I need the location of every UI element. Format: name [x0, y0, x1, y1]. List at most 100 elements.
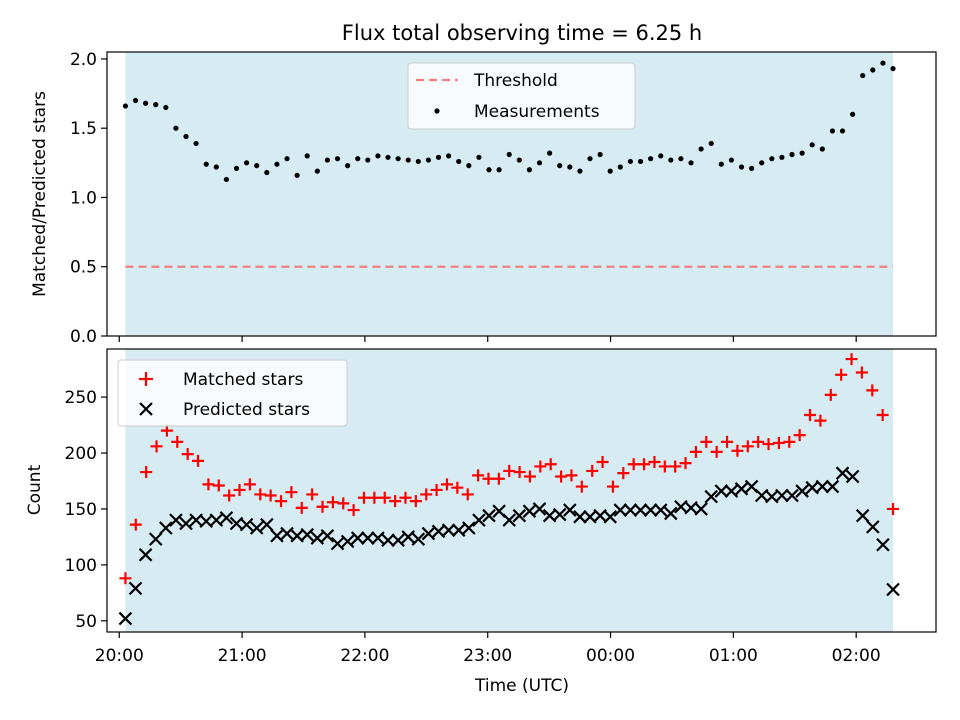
matched-star-point — [824, 388, 837, 401]
measurement-point — [829, 128, 836, 134]
measurement-point — [870, 67, 876, 73]
matched-star-point — [731, 444, 744, 457]
measurement-point — [324, 157, 331, 163]
x-tick-label: 00:00 — [586, 646, 635, 666]
matched-star-point — [876, 408, 889, 421]
measurement-point — [708, 140, 714, 147]
predicted-star-point — [159, 521, 173, 535]
matched-star-point — [617, 467, 630, 480]
measurement-point — [244, 160, 250, 166]
predicted-star-point — [350, 531, 365, 545]
predicted-star-point — [876, 537, 890, 552]
matched-star-point — [399, 491, 412, 504]
predicted-star-point — [148, 532, 163, 546]
predicted-star-point — [724, 484, 739, 498]
measurement-point — [264, 169, 270, 176]
measurement-point — [132, 97, 139, 104]
matched-star-point — [783, 435, 796, 448]
matched-star-point — [472, 469, 485, 482]
measurement-point — [395, 156, 401, 162]
measurement-point — [143, 100, 149, 106]
predicted-star-point — [734, 482, 749, 496]
matched-star-point — [295, 501, 308, 514]
predicted-star-point — [270, 529, 284, 543]
top-x-ticks — [118, 336, 857, 342]
matched-star-point — [627, 458, 640, 471]
measurement-point — [456, 158, 462, 165]
y-tick-label: 0.5 — [70, 258, 97, 278]
matched-star-point — [233, 483, 246, 496]
top-axes-frame — [106, 51, 937, 337]
predicted-star-point — [775, 488, 789, 503]
predicted-star-point — [441, 523, 456, 537]
top-panel: 0.00.51.01.52.0 Matched/Predicted stars … — [30, 50, 937, 347]
matched-star-point — [119, 572, 132, 585]
predicted-star-point — [664, 506, 678, 521]
measurement-point — [375, 153, 381, 159]
y-tick-label: 200 — [65, 444, 97, 464]
predicted-star-point — [361, 531, 375, 545]
matched-star-point — [492, 472, 505, 485]
measurement-point — [789, 151, 795, 158]
predicted-star-point — [280, 526, 294, 541]
predicted-star-point — [694, 502, 708, 516]
matched-star-point — [430, 483, 443, 496]
predicted-star-point — [381, 533, 395, 548]
matched-star-point — [503, 464, 516, 477]
predicted-star-point — [451, 523, 466, 537]
measurement-point — [839, 128, 846, 134]
predicted-star-point — [633, 503, 648, 517]
measurement-point — [304, 153, 310, 159]
predicted-star-point — [330, 536, 345, 551]
measurement-point — [738, 164, 745, 170]
matched-star-point — [710, 445, 723, 458]
predicted-star-point — [219, 511, 234, 525]
matched-star-point — [451, 481, 464, 494]
x-tick-label: 02:00 — [832, 646, 881, 666]
measurement-point — [749, 165, 755, 171]
predicted-star-point — [391, 533, 405, 548]
matched-star-point — [575, 480, 588, 493]
legend-predicted-swatch — [139, 402, 153, 416]
measurement-point — [355, 156, 361, 162]
measurement-point — [728, 157, 735, 163]
measurement-point — [860, 72, 866, 79]
measurement-point — [425, 157, 432, 163]
x-tick-label: 01:00 — [709, 646, 758, 666]
matched-star-point — [772, 436, 785, 449]
measurement-point — [698, 146, 704, 152]
measurement-point — [850, 111, 856, 117]
measurement-point — [274, 161, 280, 167]
legend-threshold-label: Threshold — [473, 71, 558, 91]
measurement-point — [446, 153, 452, 159]
bottom-panel: 50 100 150 200 250 20:00 21:00 22:00 23:00 00:00… — [25, 348, 937, 696]
bottom-legend-box — [117, 359, 348, 427]
measurement-point — [496, 167, 502, 173]
measurement-point — [587, 156, 593, 162]
matched-star-point — [606, 480, 619, 493]
matched-star-point — [804, 408, 817, 421]
measurement-point — [435, 154, 442, 160]
matched-star-point — [534, 460, 547, 473]
predicted-star-point — [300, 527, 314, 542]
predicted-star-point — [482, 508, 496, 523]
matched-star-point — [160, 424, 173, 437]
measurement-point — [557, 163, 563, 169]
measurement-point — [688, 160, 694, 166]
matched-star-point — [254, 488, 267, 501]
matched-star-point — [316, 500, 329, 513]
matched-star-point — [523, 470, 536, 483]
predicted-star-point — [532, 502, 547, 516]
predicted-star-point — [118, 611, 133, 626]
measurement-point — [213, 164, 219, 170]
predicted-star-point — [855, 508, 870, 523]
matched-star-point — [855, 366, 868, 379]
bottom-y-ticks: 50 100 150 200 250 — [65, 388, 107, 632]
matched-star-point — [420, 488, 433, 501]
measurement-points — [122, 60, 896, 183]
matched-star-point — [389, 495, 402, 508]
matched-star-point — [793, 429, 806, 442]
measurement-point — [284, 156, 290, 162]
predicted-star-point — [310, 531, 325, 545]
predicted-star-point — [785, 488, 799, 503]
